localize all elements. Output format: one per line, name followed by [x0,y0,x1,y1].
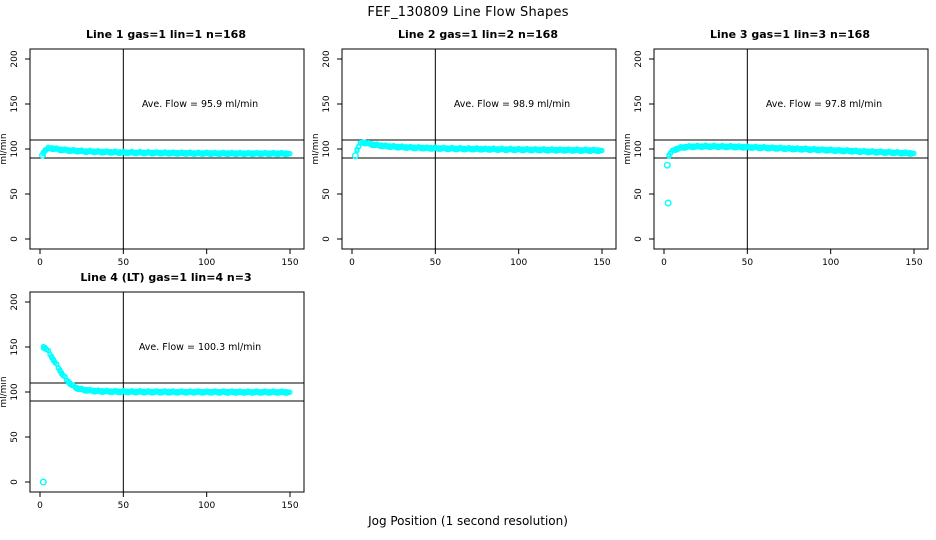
panel-line-3-plot: 0 50 100 150 0 50 100 150 200 ml/min Ave. Flow = 9… [624,48,929,268]
y-tick-label: 50 [10,431,20,443]
panel-line-4: Line 4 (LT) gas=1 lin=4 n=3 0 50 100 150 0 50… [0,269,312,512]
panel-line-3: Line 3 gas=1 lin=3 n=168 0 50 100 150 0 50 100… [624,26,936,269]
y-tick-label: 150 [322,95,332,112]
x-tick-label: 50 [430,258,442,268]
x-axis-label: Jog Position (1 second resolution) [368,514,568,528]
y-tick-label: 150 [10,95,20,112]
x-tick-label: 100 [822,258,839,268]
x-tick-label: 150 [281,501,298,511]
x-tick-label: 50 [118,501,130,511]
panel-line-2-title: Line 2 gas=1 lin=2 n=168 [397,28,558,41]
y-tick-label: 0 [10,236,20,242]
y-tick-label: 0 [634,236,644,242]
outlier-point [664,199,672,207]
empty-cell [312,269,624,512]
y-axis-title: ml/min [0,133,9,164]
ave-flow-annotation: Ave. Flow = 97.8 ml/min [766,99,882,110]
data-point [911,150,917,156]
panel-line-2-plot: 0 50 100 150 0 50 100 150 200 ml/min Ave. Flow = 9… [312,48,617,268]
ave-flow-annotation: Ave. Flow = 100.3 ml/min [139,342,261,353]
x-tick-label: 150 [281,258,298,268]
empty-cell [624,269,936,512]
y-tick-label: 200 [10,50,20,67]
y-tick-label: 50 [322,188,332,200]
y-tick-label: 0 [322,236,332,242]
outlier-point [39,478,47,486]
data-point [287,389,293,395]
panel-line-3-title: Line 3 gas=1 lin=3 n=168 [709,28,870,41]
y-tick-label: 150 [634,95,644,112]
outlier-point [39,151,47,159]
panel-grid: Line 1 gas=1 lin=1 n=168 0 50 100 150 0 50 100… [0,26,936,512]
panel-line-4-plot: 0 50 100 150 0 50 100 150 200 ml/min Ave. Flow = 1… [0,291,305,511]
data-point [287,150,293,157]
x-tick-label: 0 [349,258,355,268]
panel-line-4-title: Line 4 (LT) gas=1 lin=4 n=3 [80,271,252,284]
y-tick-label: 200 [322,50,332,67]
y-tick-label: 100 [634,140,644,157]
x-tick-label: 0 [661,258,667,268]
data-point [599,147,605,154]
x-tick-label: 0 [37,258,43,268]
panel-line-1: Line 1 gas=1 lin=1 n=168 0 50 100 150 0 50 100… [0,26,312,269]
y-axis-title: ml/min [0,376,9,407]
x-tick-label: 50 [118,258,130,268]
x-tick-label: 50 [742,258,754,268]
x-tick-label: 0 [37,501,43,511]
y-tick-label: 150 [10,338,20,355]
outlier-point [351,152,359,160]
y-tick-label: 200 [10,293,20,310]
y-tick-label: 50 [634,188,644,200]
x-tick-label: 150 [593,258,610,268]
x-tick-label: 150 [905,258,922,268]
x-tick-label: 100 [198,258,215,268]
panel-line-1-plot: 0 50 100 150 0 50 100 150 200 ml/min Ave. Flow = 9… [0,48,305,268]
y-axis-title: ml/min [312,133,321,164]
y-tick-label: 50 [10,188,20,200]
panel-line-2: Line 2 gas=1 lin=2 n=168 0 50 100 150 0 50 100… [312,26,624,269]
y-tick-label: 100 [10,383,20,400]
panel-line-1-title: Line 1 gas=1 lin=1 n=168 [85,28,246,41]
y-tick-label: 100 [322,140,332,157]
x-tick-label: 100 [510,258,527,268]
y-tick-label: 0 [10,479,20,485]
ave-flow-annotation: Ave. Flow = 98.9 ml/min [454,99,570,110]
ave-flow-annotation: Ave. Flow = 95.9 ml/min [142,99,258,110]
y-axis-title: ml/min [624,133,633,164]
figure-title: FEF_130809 Line Flow Shapes [367,5,569,20]
y-tick-label: 200 [634,50,644,67]
outlier-point [663,161,671,169]
x-tick-label: 100 [198,501,215,511]
y-tick-label: 100 [10,140,20,157]
